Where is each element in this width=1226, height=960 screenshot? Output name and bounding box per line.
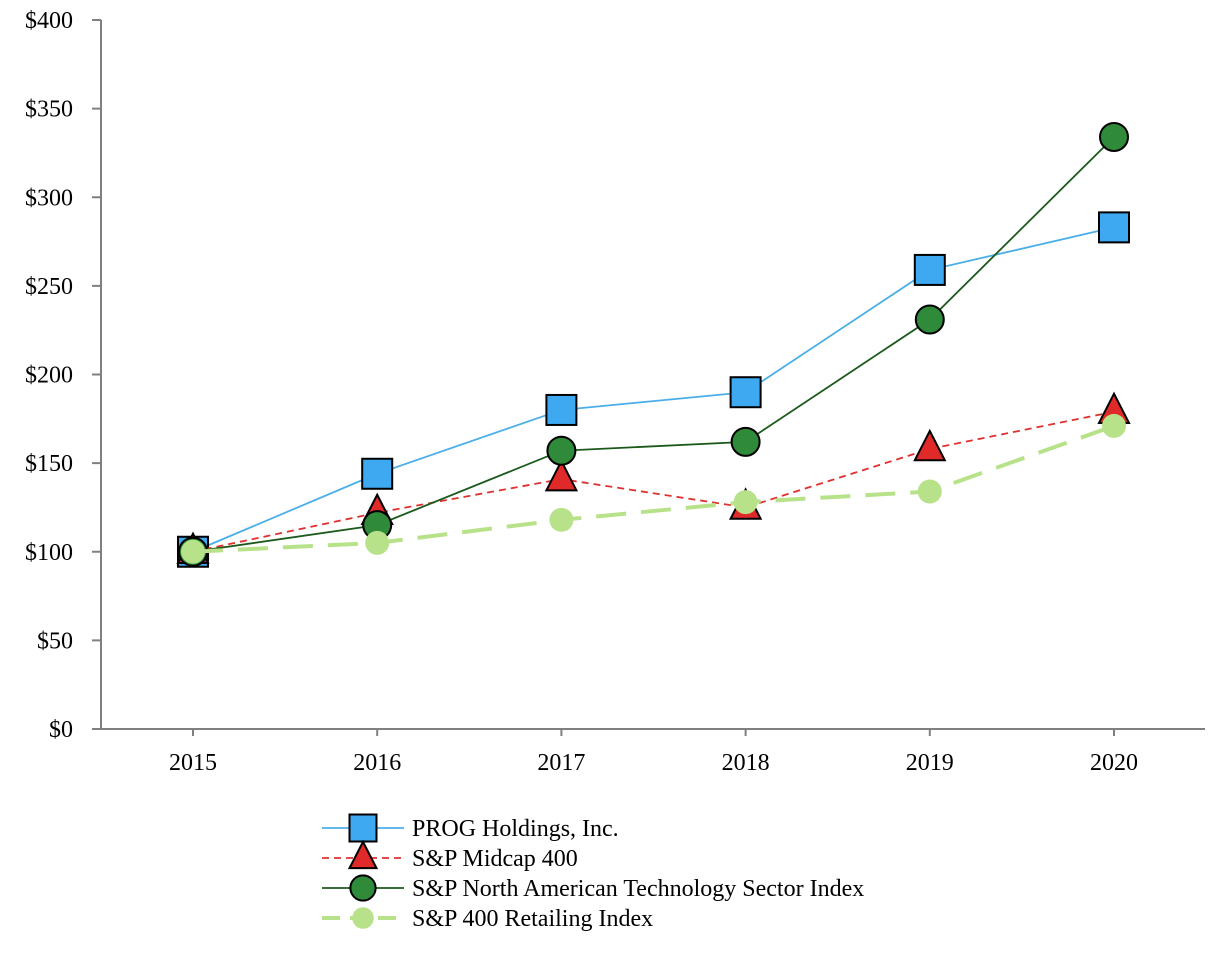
legend-marker-square [348, 813, 378, 843]
legend-label: S&P Midcap 400 [412, 846, 578, 872]
legend-label: S&P North American Technology Sector Ind… [412, 876, 864, 902]
data-point-square [729, 376, 762, 409]
series-4 [181, 413, 1126, 564]
x-tick-label: 2018 [722, 750, 770, 776]
series-layer [176, 121, 1131, 568]
x-tick-label: 2016 [353, 750, 401, 776]
x-tick-label: 2017 [537, 750, 585, 776]
legend-item: S&P North American Technology Sector Ind… [322, 874, 864, 902]
series-2 [176, 391, 1131, 564]
legend-label: S&P 400 Retailing Index [412, 906, 653, 932]
data-point-circle-nostroke [1102, 413, 1126, 438]
data-point-circle [914, 304, 945, 335]
y-tick-label: $50 [37, 628, 73, 654]
series-line [192, 410, 1115, 553]
data-point-circle-nostroke [917, 479, 942, 504]
y-tick-label: $150 [25, 451, 73, 477]
data-point-triangle [913, 428, 947, 462]
series-line [192, 424, 1115, 554]
series-line [192, 136, 1115, 553]
y-tick-label: $100 [25, 540, 73, 566]
x-tick-label: 2019 [906, 750, 954, 776]
legend-label: PROG Holdings, Inc. [412, 816, 619, 842]
legend-marker-triangle [347, 839, 379, 870]
data-point-square [361, 457, 394, 490]
series-3 [178, 121, 1129, 567]
legend-item: PROG Holdings, Inc. [322, 813, 619, 843]
legend-item: S&P Midcap 400 [322, 839, 578, 872]
data-point-circle-nostroke [365, 530, 390, 555]
legend-item: S&P 400 Retailing Index [322, 906, 653, 932]
data-point-circle [1099, 121, 1129, 152]
y-tick-label: $250 [25, 274, 73, 300]
data-point-square [545, 393, 578, 426]
axes: $0 $50 $100 $150 $200 $250 $300 $350 $400 2015 201… [25, 8, 1205, 776]
y-tick-label: $200 [25, 363, 73, 389]
legend-marker-circle [349, 874, 377, 902]
data-point-triangle [544, 458, 579, 492]
y-tick-label: $400 [25, 8, 73, 34]
data-point-square [1098, 211, 1130, 244]
x-tick-label: 2015 [169, 750, 217, 776]
y-tick-label: $0 [49, 717, 73, 743]
x-tick-label: 2020 [1090, 750, 1138, 776]
data-point-circle-nostroke [733, 490, 758, 515]
y-tick-label: $350 [25, 97, 73, 123]
legend: PROG Holdings, Inc. S&P Midcap 400 S&P Nor… [322, 813, 864, 932]
data-point-circle [546, 435, 577, 466]
series-1 [177, 211, 1130, 568]
data-point-circle [730, 426, 761, 457]
y-tick-label: $300 [25, 185, 73, 211]
legend-marker-circle-nostroke [352, 907, 374, 929]
data-point-circle-nostroke [181, 539, 205, 564]
series-line [192, 226, 1115, 553]
data-point-circle-nostroke [549, 507, 574, 532]
data-point-square [913, 253, 946, 286]
